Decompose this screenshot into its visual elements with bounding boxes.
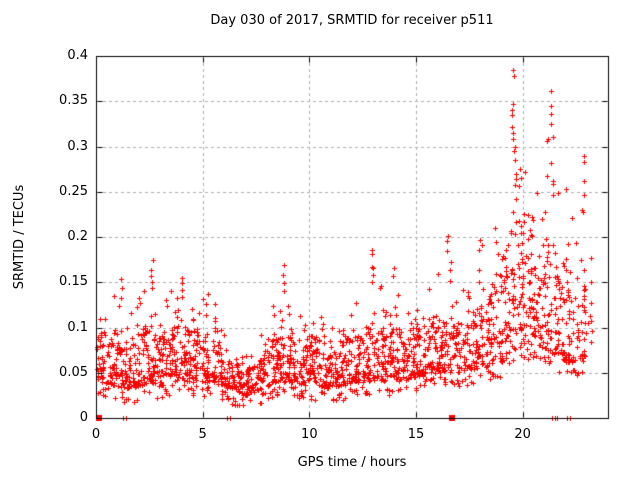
x-tick-label: 0 — [91, 427, 101, 442]
y-tick-label: 0.05 — [59, 364, 88, 380]
y-tick-label: 0.2 — [67, 229, 88, 244]
y-tick-label: 0 — [79, 410, 88, 425]
y-tick-label: 0.3 — [67, 138, 88, 154]
chart-title: Day 030 of 2017, SRMTID for receiver p51… — [210, 13, 494, 28]
y-axis-label: SRMTID / TECUs — [12, 184, 27, 290]
x-tick-label: 15 — [407, 427, 425, 442]
x-axis-label: GPS time / hours — [297, 455, 407, 470]
y-tick-label: 0.25 — [59, 183, 88, 199]
x-tick-label: 20 — [514, 427, 531, 442]
x-tick-label: 5 — [198, 427, 207, 442]
y-tick-label: 0.1 — [67, 319, 88, 335]
y-tick-label: 0.4 — [67, 48, 88, 63]
y-tick-label: 0.35 — [59, 93, 88, 109]
y-tick-label: 0.15 — [59, 274, 88, 290]
x-tick-label: 10 — [301, 427, 318, 442]
